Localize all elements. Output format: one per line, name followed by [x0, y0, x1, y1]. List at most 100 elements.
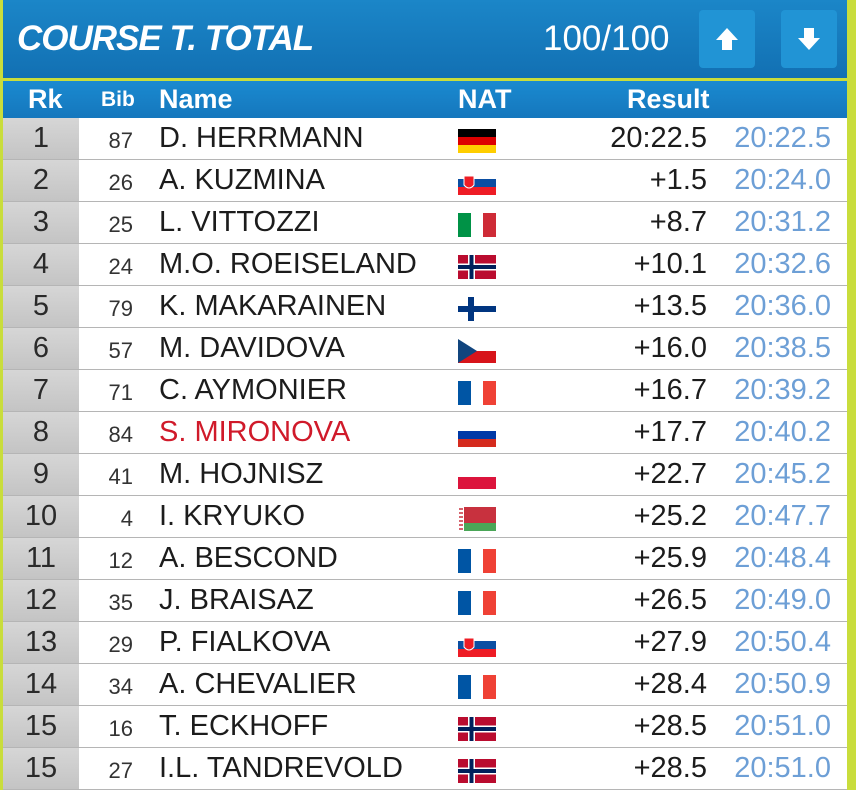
bib-cell: 41 [108, 464, 133, 489]
time-cell: 20:50.9 [734, 668, 831, 700]
result-cell: +25.9 [633, 542, 707, 574]
bib-cell: 35 [108, 590, 133, 615]
athlete-name: K. MAKARAINEN [159, 290, 387, 322]
col-name-header: Name [159, 84, 233, 114]
athlete-name: M. DAVIDOVA [159, 332, 345, 364]
athlete-name: T. ECKHOFF [159, 710, 329, 742]
scroll-up-button[interactable] [699, 10, 755, 68]
bib-cell: 29 [108, 632, 133, 657]
result-cell: +8.7 [649, 206, 707, 238]
rank-cell: 1 [3, 118, 79, 159]
table-row: 12 35 J. BRAISAZ +26.5 20:49.0 [3, 580, 847, 622]
bib-cell: 57 [108, 338, 133, 363]
bib-cell: 25 [108, 212, 133, 237]
result-cell: +28.5 [633, 752, 707, 784]
athlete-name: L. VITTOZZI [159, 206, 320, 238]
flag-icon [458, 591, 496, 615]
arrow-up-icon [716, 28, 738, 50]
bib-cell: 12 [108, 548, 133, 573]
time-cell: 20:36.0 [734, 290, 831, 322]
bib-cell: 24 [108, 254, 133, 279]
time-cell: 20:22.5 [734, 122, 831, 154]
rank-cell: 5 [3, 286, 79, 327]
flag-icon [458, 255, 496, 279]
time-cell: 20:39.2 [734, 374, 831, 406]
rank-cell: 6 [3, 328, 79, 369]
athlete-name: A. BESCOND [159, 542, 338, 574]
athlete-name: M.O. ROEISELAND [159, 248, 417, 280]
table-row: 6 57 M. DAVIDOVA +16.0 20:38.5 [3, 328, 847, 370]
table-row: 3 25 L. VITTOZZI +8.7 20:31.2 [3, 202, 847, 244]
rank-cell: 10 [3, 496, 79, 537]
time-cell: 20:49.0 [734, 584, 831, 616]
flag-icon [458, 423, 496, 447]
results-table: 1 87 D. HERRMANN 20:22.5 20:22.5 2 26 A. KUZMIN… [3, 118, 847, 790]
table-row: 2 26 A. KUZMINA +1.5 20:24.0 [3, 160, 847, 202]
table-row: 10 4 I. KRYUKO +25.2 20:47.7 [3, 496, 847, 538]
table-row: 7 71 C. AYMONIER +16.7 20:39.2 [3, 370, 847, 412]
result-cell: +17.7 [633, 416, 707, 448]
col-rank-header: Rk [28, 84, 63, 114]
time-cell: 20:47.7 [734, 500, 831, 532]
bib-cell: 4 [120, 506, 133, 531]
rank-cell: 3 [3, 202, 79, 243]
flag-icon [458, 465, 496, 489]
flag-icon [458, 213, 496, 237]
time-cell: 20:31.2 [734, 206, 831, 238]
time-cell: 20:32.6 [734, 248, 831, 280]
result-cell: +10.1 [633, 248, 707, 280]
time-cell: 20:48.4 [734, 542, 831, 574]
flag-icon [458, 633, 496, 657]
bib-cell: 79 [108, 296, 133, 321]
result-cell: +27.9 [633, 626, 707, 658]
flag-icon [458, 759, 496, 783]
time-cell: 20:38.5 [734, 332, 831, 364]
athlete-name: M. HOJNISZ [159, 458, 324, 490]
bib-cell: 27 [108, 758, 133, 783]
athlete-name: A. KUZMINA [159, 164, 325, 196]
result-cell: +22.7 [633, 458, 707, 490]
athlete-name: J. BRAISAZ [159, 584, 314, 616]
result-cell: +25.2 [633, 500, 707, 532]
athlete-name: I.L. TANDREVOLD [159, 752, 403, 784]
result-cell: +28.4 [633, 668, 707, 700]
flag-icon [458, 549, 496, 573]
result-cell: +28.5 [633, 710, 707, 742]
rank-cell: 2 [3, 160, 79, 201]
time-cell: 20:51.0 [734, 710, 831, 742]
result-cell: +13.5 [633, 290, 707, 322]
rank-cell: 11 [3, 538, 79, 579]
bib-cell: 26 [108, 170, 133, 195]
time-cell: 20:24.0 [734, 164, 831, 196]
scroll-down-button[interactable] [781, 10, 837, 68]
column-headers: Rk Bib Name NAT Result [3, 81, 847, 118]
result-cell: +16.7 [633, 374, 707, 406]
flag-icon [458, 381, 496, 405]
rank-cell: 4 [3, 244, 79, 285]
athlete-name: I. KRYUKO [159, 500, 306, 532]
flag-icon [458, 171, 496, 195]
flag-icon [458, 507, 496, 531]
table-row: 14 34 A. CHEVALIER +28.4 20:50.9 [3, 664, 847, 706]
bib-cell: 16 [108, 716, 133, 741]
table-row: 11 12 A. BESCOND +25.9 20:48.4 [3, 538, 847, 580]
table-row: 15 16 T. ECKHOFF +28.5 20:51.0 [3, 706, 847, 748]
results-board: COURSE T. TOTAL 100/100 Rk Bib Name NAT … [3, 0, 847, 790]
flag-icon [458, 675, 496, 699]
bib-cell: 34 [108, 674, 133, 699]
page-title: COURSE T. TOTAL [17, 19, 314, 58]
flag-icon [458, 297, 496, 321]
rank-cell: 14 [3, 664, 79, 705]
athlete-name: P. FIALKOVA [159, 626, 331, 658]
page-counter: 100/100 [543, 19, 670, 58]
col-bib-header: Bib [101, 88, 135, 111]
time-cell: 20:40.2 [734, 416, 831, 448]
arrow-down-icon [798, 28, 820, 50]
table-row: 1 87 D. HERRMANN 20:22.5 20:22.5 [3, 118, 847, 160]
rank-cell: 12 [3, 580, 79, 621]
rank-cell: 13 [3, 622, 79, 663]
rank-cell: 8 [3, 412, 79, 453]
rank-cell: 7 [3, 370, 79, 411]
bib-cell: 71 [108, 380, 133, 405]
result-cell: 20:22.5 [610, 122, 707, 154]
